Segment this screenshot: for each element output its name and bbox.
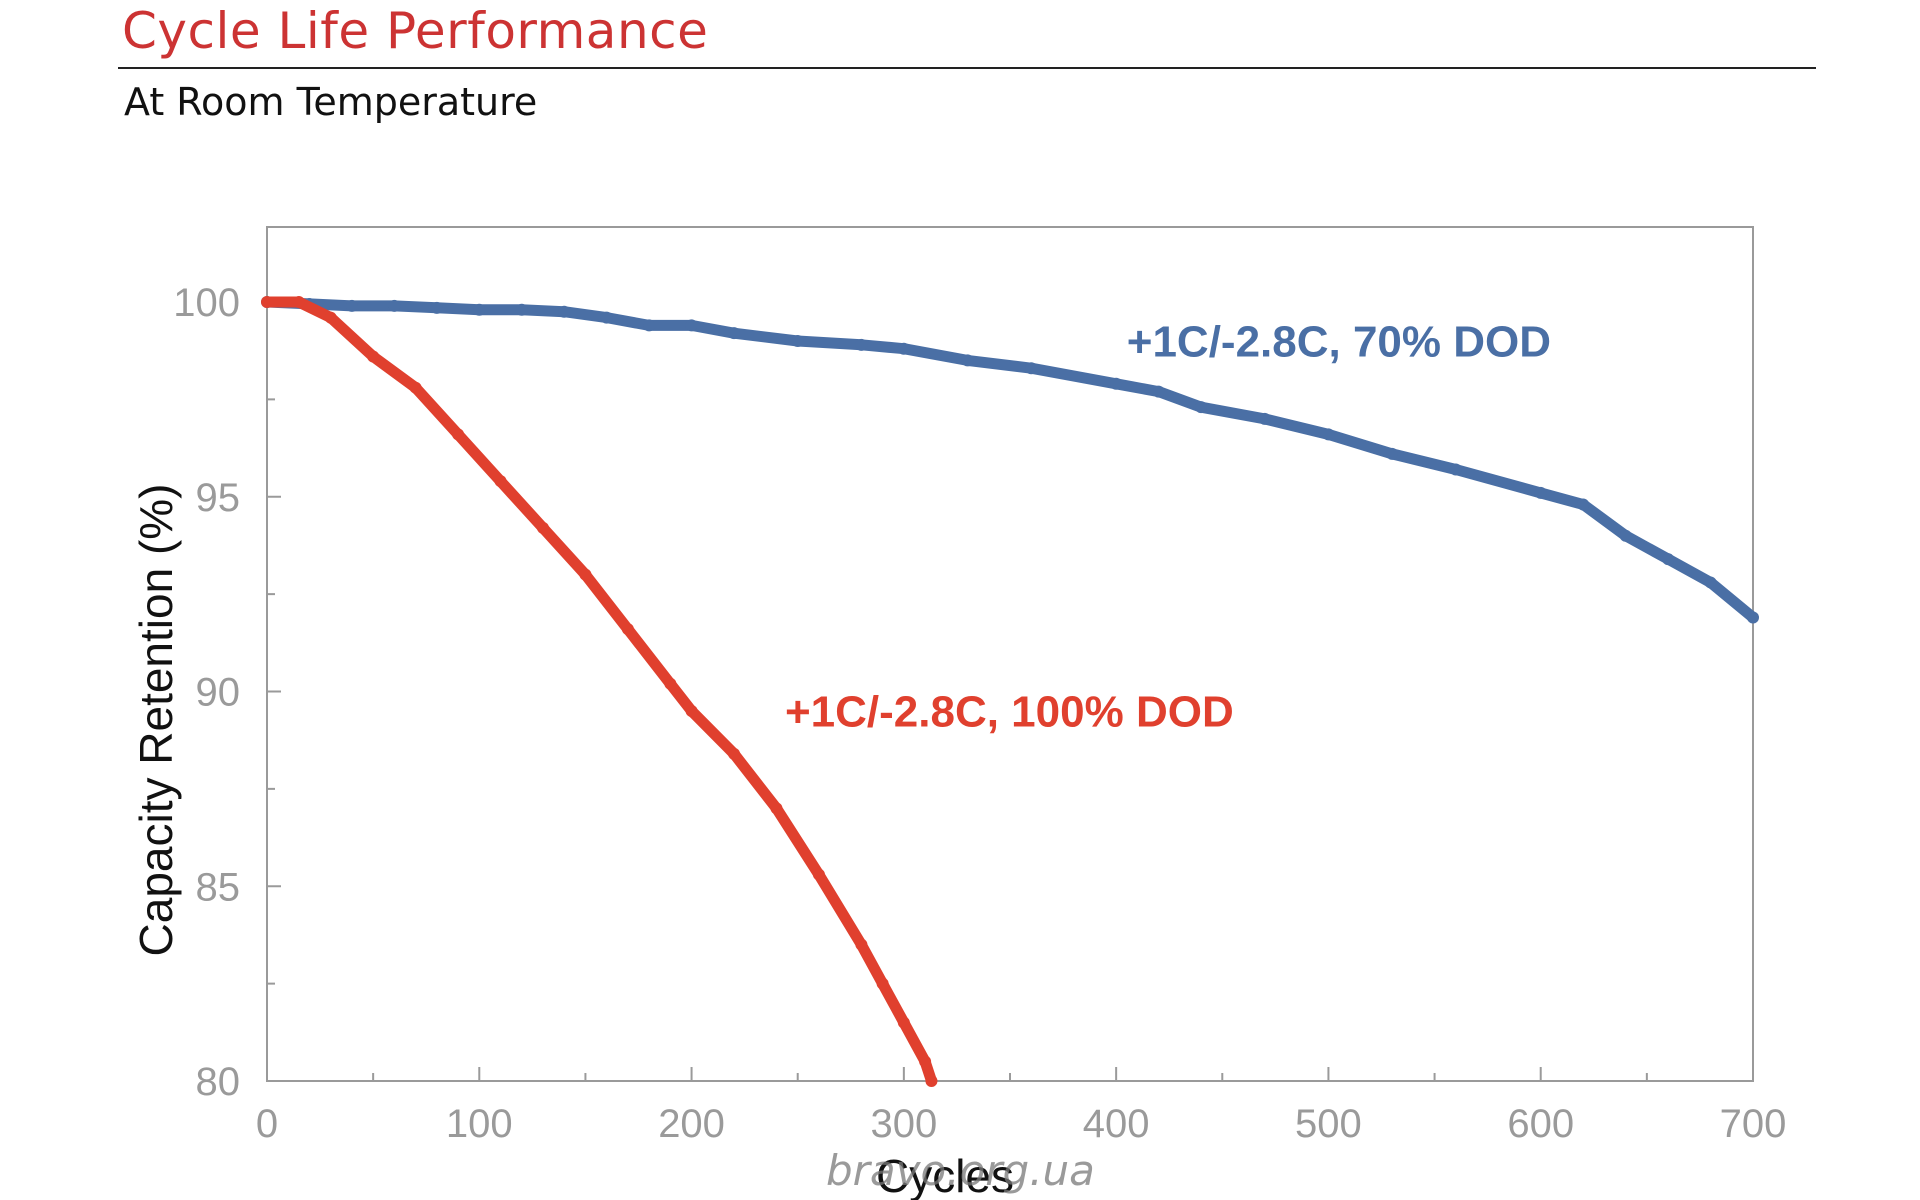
data-point	[473, 303, 486, 316]
data-point	[292, 296, 305, 308]
watermark: bravo.org.ua	[826, 1146, 1095, 1195]
data-point	[961, 354, 974, 367]
x-tick-label: 200	[658, 1102, 725, 1146]
x-tick-label: 0	[256, 1102, 278, 1146]
data-point	[452, 428, 465, 441]
data-point	[1577, 498, 1590, 511]
data-point	[600, 311, 613, 324]
data-point	[1322, 428, 1335, 441]
data-point	[1747, 611, 1759, 624]
data-point	[515, 303, 528, 316]
data-point	[855, 338, 868, 351]
y-tick-label: 100	[173, 281, 240, 325]
data-point	[791, 334, 804, 347]
data-point	[855, 938, 868, 951]
data-point	[409, 381, 422, 394]
x-tick-label: 600	[1507, 1102, 1574, 1146]
data-point	[621, 623, 634, 636]
data-point	[1619, 529, 1632, 542]
data-point	[1025, 362, 1038, 375]
data-point	[494, 475, 507, 488]
y-tick-label: 80	[196, 1060, 241, 1104]
data-point	[897, 342, 910, 355]
data-point	[812, 868, 825, 881]
data-point	[925, 1075, 938, 1087]
x-tick-label: 400	[1083, 1102, 1150, 1146]
data-point	[1534, 486, 1547, 499]
data-point	[1152, 385, 1165, 398]
x-tick-label: 100	[446, 1102, 513, 1146]
data-point	[1662, 553, 1675, 566]
data-point	[1449, 463, 1462, 476]
title-divider	[118, 67, 1816, 69]
data-point	[664, 677, 677, 690]
x-axis-label: Cycles	[876, 1150, 1014, 1200]
y-tick-label: 90	[196, 671, 241, 715]
data-point	[876, 977, 889, 990]
data-point	[685, 704, 698, 717]
series-annotation-70-dod: +1C/-2.8C, 70% DOD	[1127, 318, 1551, 367]
data-point	[558, 305, 571, 318]
series-annotation-100-dod: +1C/-2.8C, 100% DOD	[785, 688, 1234, 737]
page-subtitle: At Room Temperature	[124, 80, 538, 124]
series-line-70-dod	[261, 296, 1759, 623]
data-point	[579, 568, 592, 581]
data-point	[1195, 401, 1208, 414]
y-axis-label: Capacity Retention (%)	[130, 484, 182, 957]
data-point	[324, 311, 337, 324]
data-point	[388, 299, 401, 312]
data-point	[770, 802, 783, 815]
data-point	[430, 301, 443, 314]
data-point	[1704, 576, 1717, 589]
data-point	[728, 327, 741, 340]
data-point	[1110, 377, 1123, 390]
data-point	[685, 319, 698, 332]
data-point	[261, 296, 273, 308]
data-point	[643, 319, 656, 332]
x-tick-label: 300	[870, 1102, 937, 1146]
data-point	[897, 1016, 910, 1029]
page-title: Cycle Life Performance	[122, 2, 709, 60]
x-tick-label: 700	[1720, 1102, 1787, 1146]
data-point	[1258, 412, 1271, 425]
y-tick-label: 85	[196, 865, 241, 909]
y-tick-label: 95	[196, 476, 241, 520]
series-line-100-dod	[261, 296, 937, 1087]
data-point	[728, 747, 741, 760]
data-point	[536, 521, 549, 534]
x-tick-label: 500	[1295, 1102, 1362, 1146]
data-point	[345, 299, 358, 312]
data-point	[367, 350, 380, 363]
data-point	[919, 1055, 932, 1068]
data-point	[1386, 447, 1399, 460]
